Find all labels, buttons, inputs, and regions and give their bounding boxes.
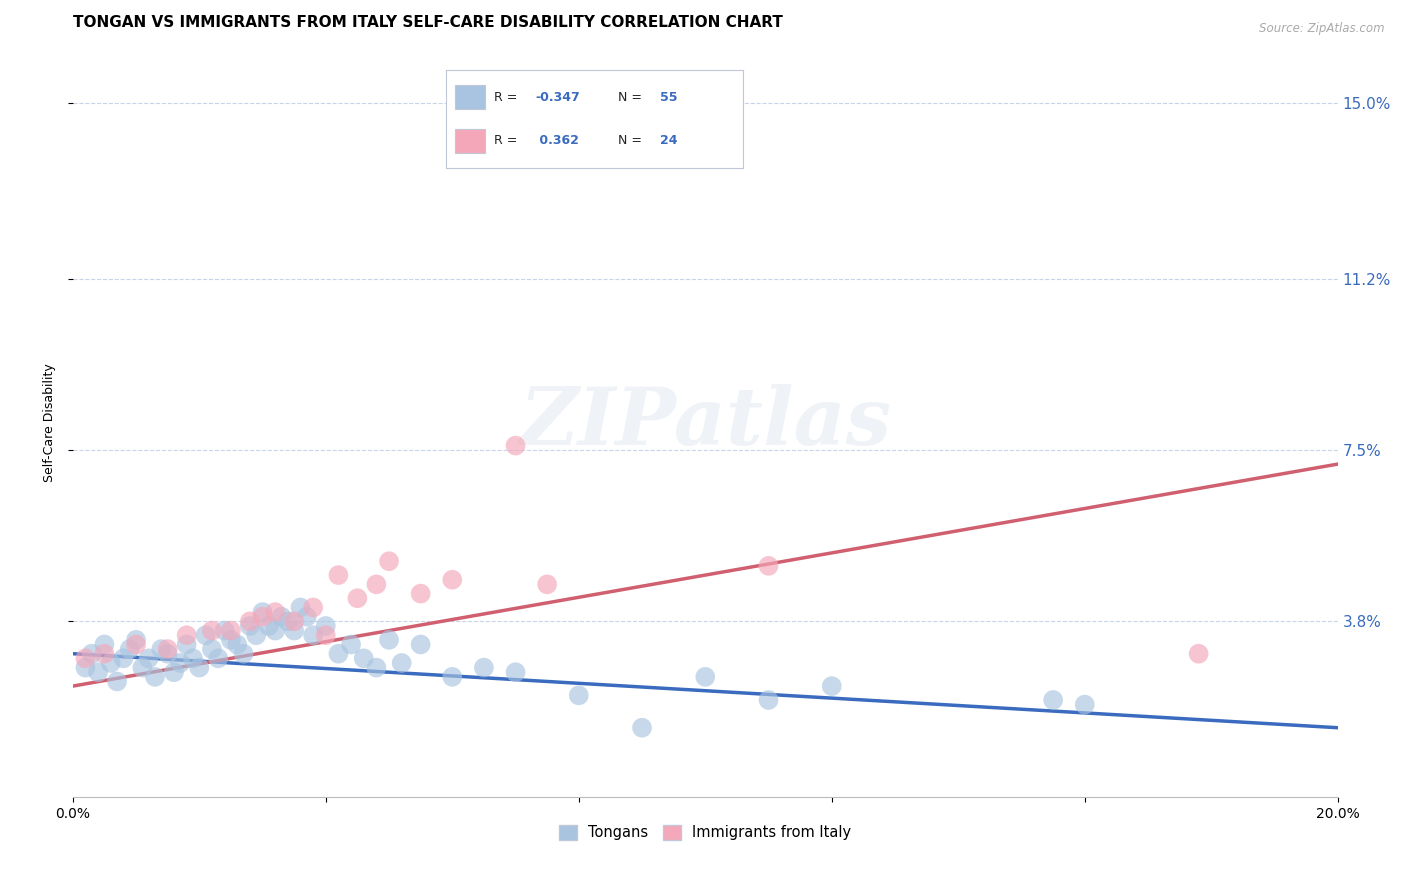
Point xyxy=(631,721,654,735)
Point xyxy=(226,638,249,652)
Point xyxy=(143,670,166,684)
Point xyxy=(1188,647,1211,661)
Point xyxy=(441,670,464,684)
Point xyxy=(156,647,179,661)
Point xyxy=(252,605,274,619)
Point xyxy=(758,558,780,573)
Point xyxy=(391,656,413,670)
Point xyxy=(80,647,103,661)
Point xyxy=(239,615,262,629)
Text: ZIPatlas: ZIPatlas xyxy=(519,384,891,461)
Text: Source: ZipAtlas.com: Source: ZipAtlas.com xyxy=(1260,22,1385,36)
Point xyxy=(232,647,254,661)
Legend: Tongans, Immigrants from Italy: Tongans, Immigrants from Italy xyxy=(554,819,858,846)
Point xyxy=(821,679,844,693)
Point xyxy=(315,619,337,633)
Point xyxy=(219,632,242,647)
Point xyxy=(194,628,217,642)
Point xyxy=(409,586,432,600)
Point xyxy=(695,670,717,684)
Point xyxy=(290,600,312,615)
Point xyxy=(283,615,305,629)
Text: TONGAN VS IMMIGRANTS FROM ITALY SELF-CARE DISABILITY CORRELATION CHART: TONGAN VS IMMIGRANTS FROM ITALY SELF-CAR… xyxy=(73,15,783,30)
Point xyxy=(366,660,388,674)
Point xyxy=(118,642,141,657)
Point xyxy=(239,619,262,633)
Point xyxy=(169,656,191,670)
Point xyxy=(105,674,128,689)
Point xyxy=(125,638,148,652)
Point xyxy=(536,577,558,591)
Point xyxy=(163,665,186,680)
Point xyxy=(568,689,591,703)
Point xyxy=(93,647,115,661)
Point xyxy=(264,605,287,619)
Point xyxy=(138,651,160,665)
Point xyxy=(328,568,350,582)
Point xyxy=(100,656,122,670)
Point xyxy=(409,638,432,652)
Y-axis label: Self-Care Disability: Self-Care Disability xyxy=(44,363,56,482)
Point xyxy=(112,651,135,665)
Point xyxy=(207,651,229,665)
Point xyxy=(214,624,236,638)
Point xyxy=(505,665,527,680)
Point xyxy=(366,577,388,591)
Point xyxy=(315,628,337,642)
Point xyxy=(283,624,305,638)
Point xyxy=(245,628,267,642)
Point xyxy=(201,624,224,638)
Point xyxy=(252,609,274,624)
Point xyxy=(1074,698,1097,712)
Point xyxy=(264,624,287,638)
Point xyxy=(472,660,495,674)
Point xyxy=(75,660,97,674)
Point xyxy=(302,628,325,642)
Point xyxy=(536,105,558,120)
Point xyxy=(441,573,464,587)
Point xyxy=(219,624,242,638)
Point xyxy=(201,642,224,657)
Point xyxy=(758,693,780,707)
Point xyxy=(176,638,198,652)
Point xyxy=(340,638,363,652)
Point xyxy=(257,619,280,633)
Point xyxy=(181,651,204,665)
Point xyxy=(302,600,325,615)
Point xyxy=(150,642,173,657)
Point xyxy=(156,642,179,657)
Point xyxy=(505,439,527,453)
Point xyxy=(188,660,211,674)
Point xyxy=(328,647,350,661)
Point xyxy=(277,615,299,629)
Point xyxy=(353,651,375,665)
Point xyxy=(378,554,401,568)
Point xyxy=(378,632,401,647)
Point xyxy=(176,628,198,642)
Point xyxy=(125,632,148,647)
Point xyxy=(295,609,318,624)
Point xyxy=(75,651,97,665)
Point xyxy=(270,609,292,624)
Point xyxy=(93,638,115,652)
Point xyxy=(1042,693,1064,707)
Point xyxy=(87,665,110,680)
Point xyxy=(131,660,153,674)
Point xyxy=(346,591,368,606)
